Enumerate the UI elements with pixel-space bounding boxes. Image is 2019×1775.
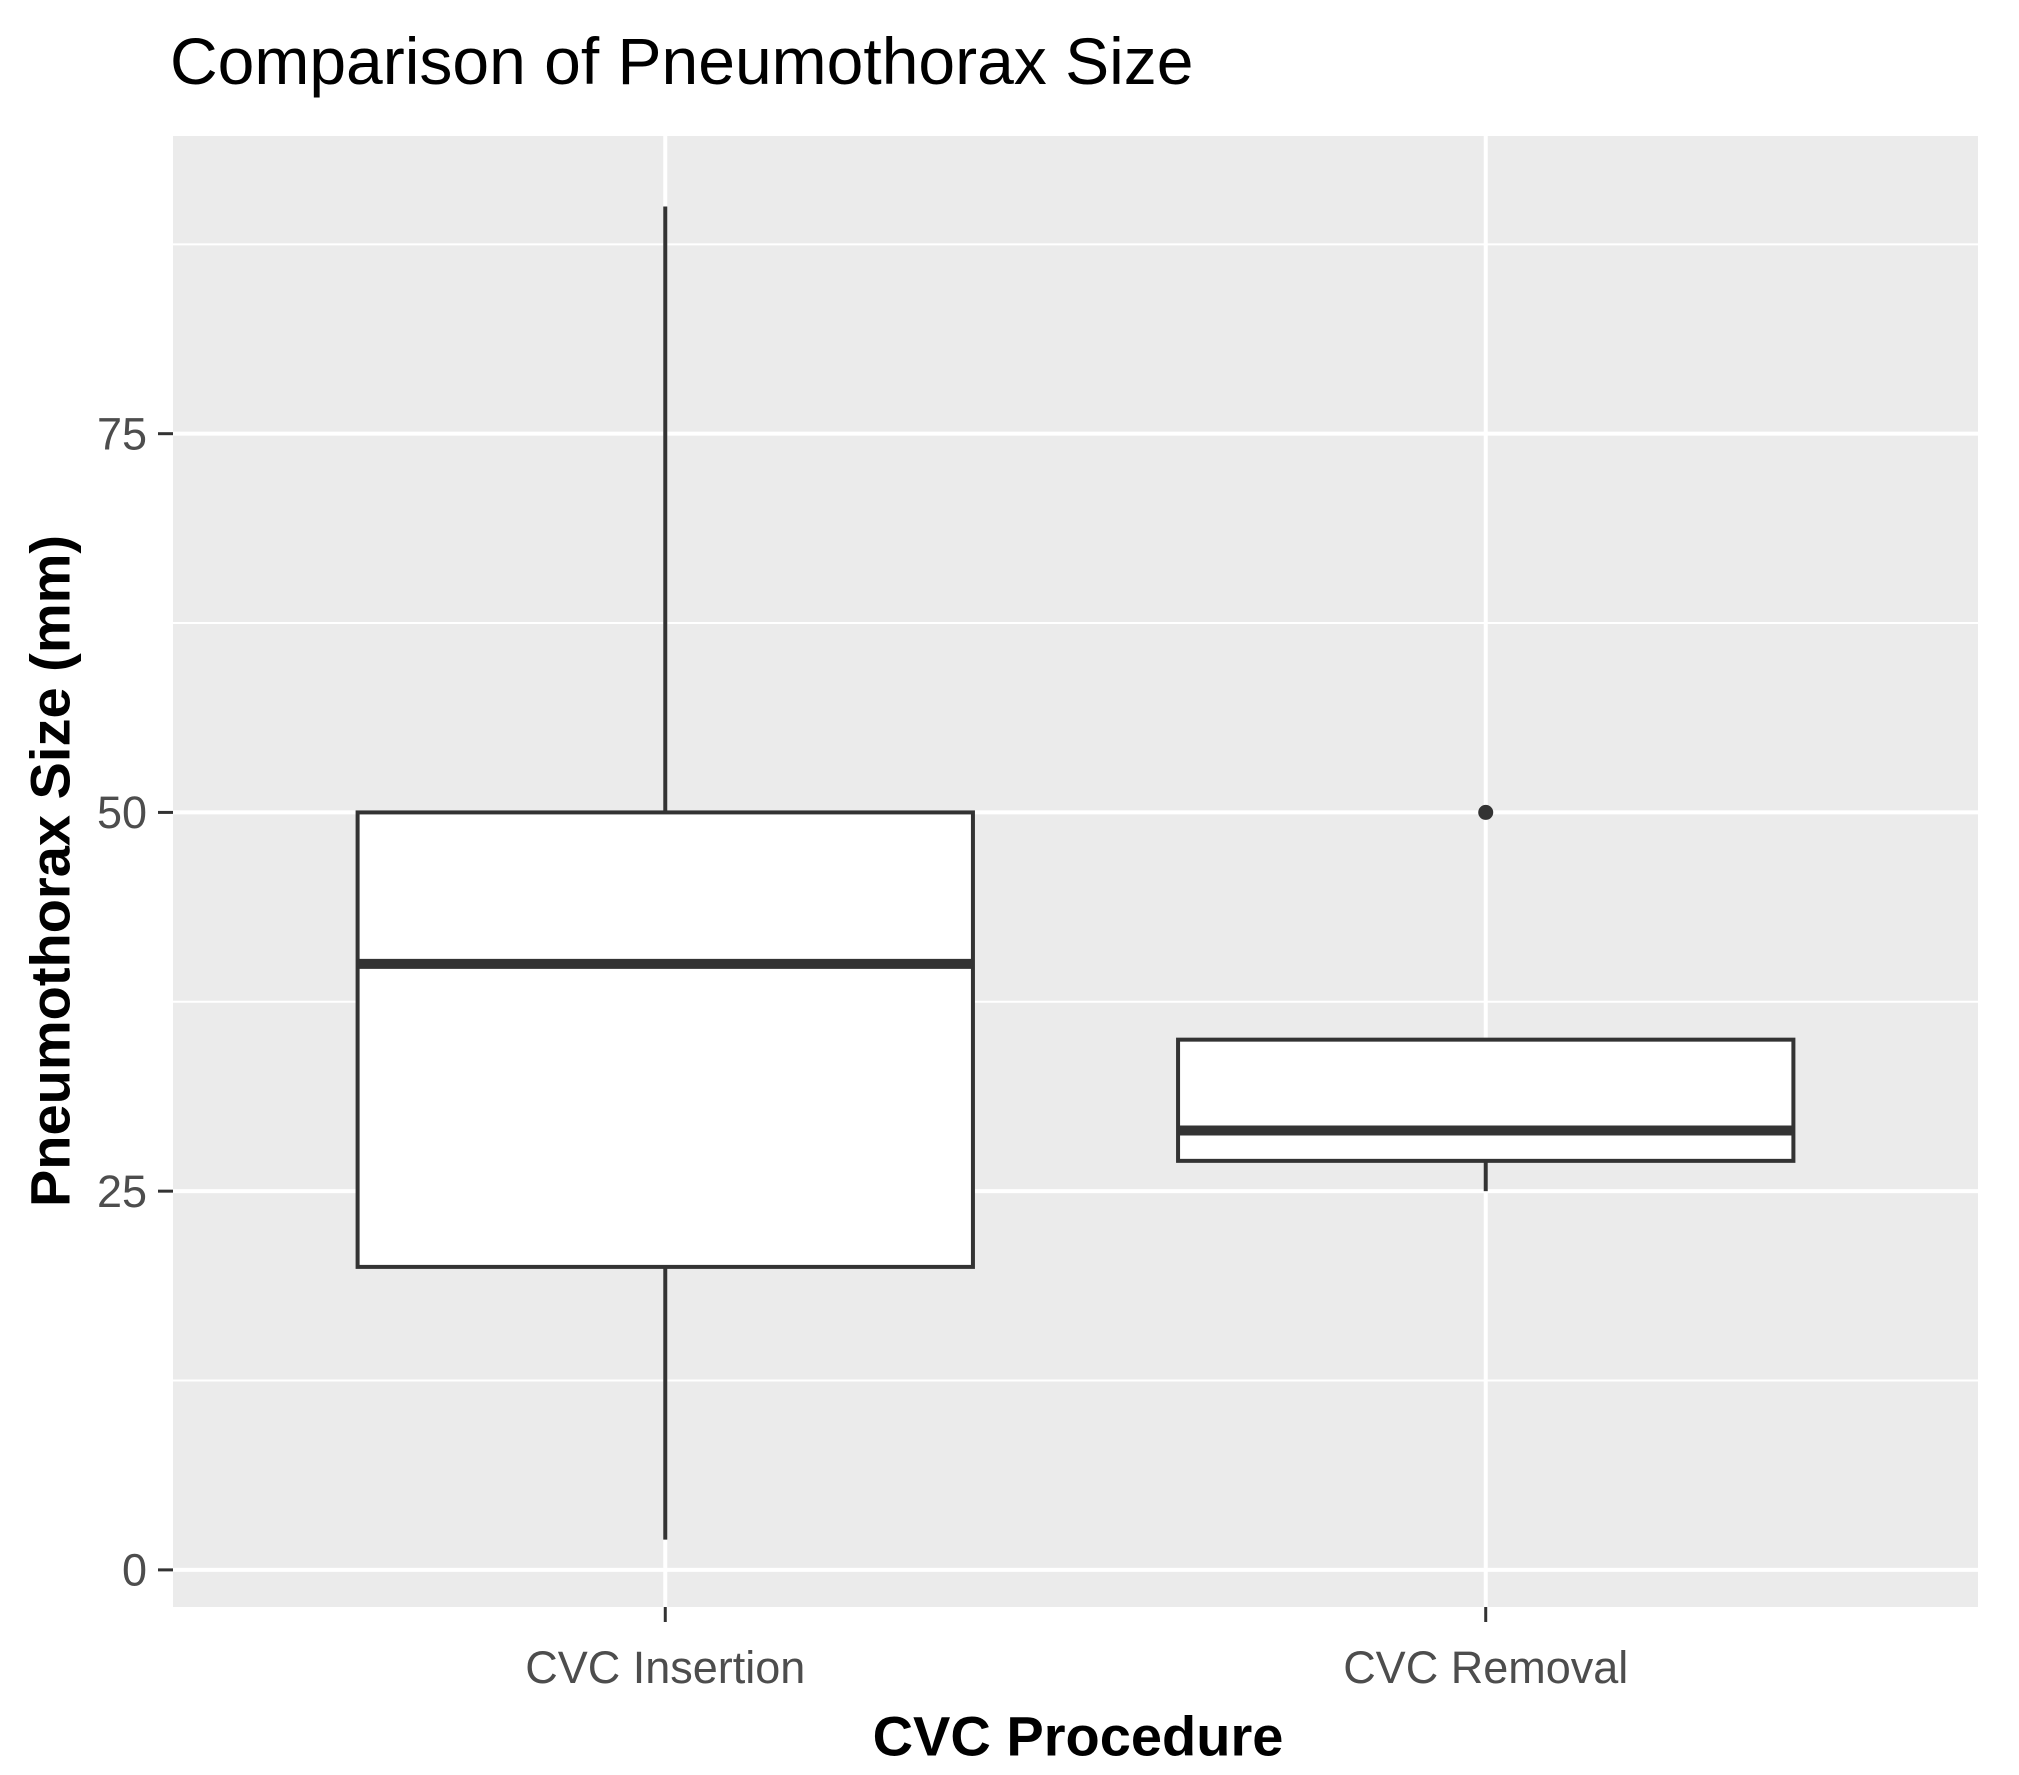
- x-category-label: CVC Removal: [1343, 1642, 1628, 1693]
- y-tick-label: 25: [97, 1166, 147, 1217]
- outlier-point: [1478, 804, 1494, 820]
- chart-title: Comparison of Pneumothorax Size: [170, 24, 1194, 98]
- y-tick-label: 0: [122, 1545, 147, 1596]
- y-tick-label: 75: [97, 408, 147, 459]
- x-axis-title: CVC Procedure: [872, 1704, 1284, 1768]
- y-axis-title: Pneumothorax Size (mm): [18, 534, 82, 1208]
- y-tick-label: 50: [97, 787, 147, 838]
- x-category-label: CVC Insertion: [525, 1642, 805, 1693]
- box-rect: [1176, 1037, 1796, 1163]
- box-rect: [355, 810, 975, 1269]
